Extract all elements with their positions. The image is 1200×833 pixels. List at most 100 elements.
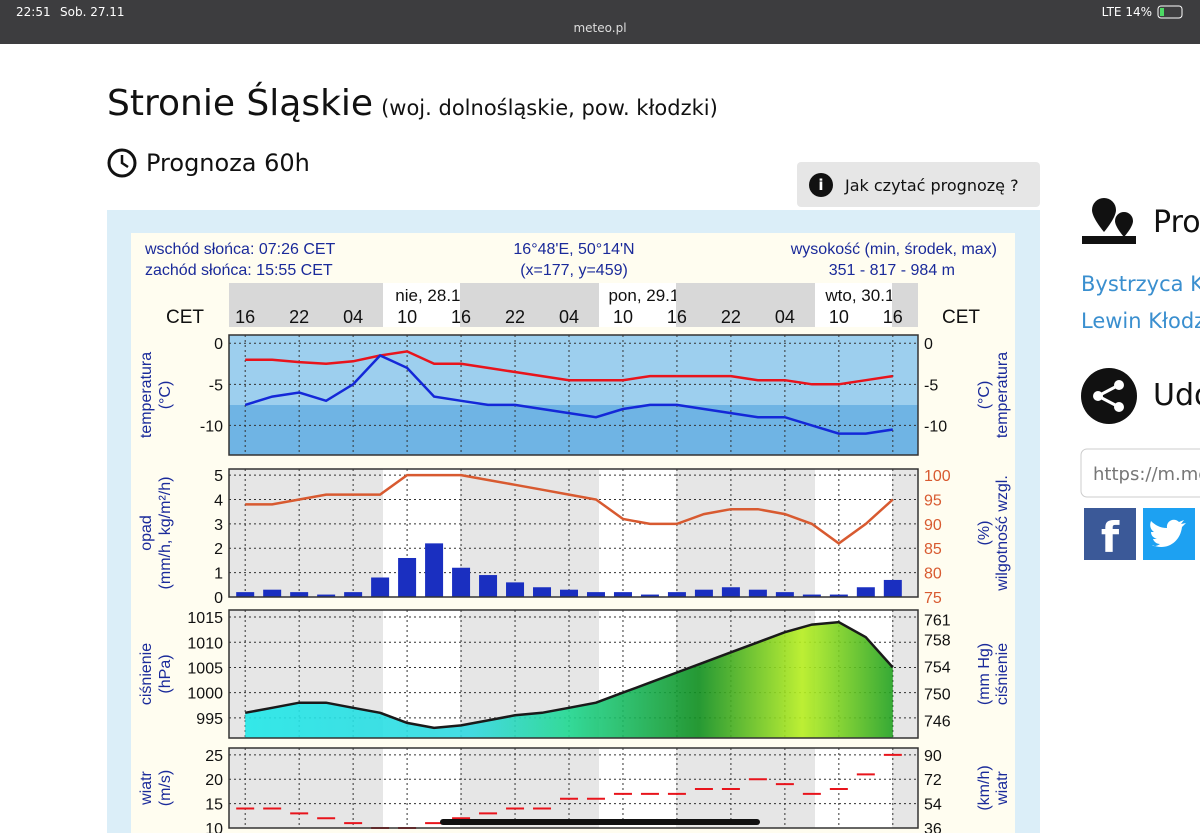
y-tick-label: 25 bbox=[205, 748, 223, 765]
y-tick-label: 995 bbox=[196, 711, 223, 728]
y2-tick-label: 72 bbox=[924, 772, 942, 789]
panel-border bbox=[228, 468, 919, 598]
precip-bar bbox=[425, 543, 444, 597]
night-shade bbox=[229, 469, 383, 597]
y-tick-label: 2 bbox=[214, 541, 223, 558]
url-field[interactable] bbox=[1080, 448, 1200, 498]
page-title: Stronie Śląskie (woj. dolnośląskie, pow. … bbox=[107, 82, 718, 124]
precip-bar bbox=[802, 594, 821, 597]
precip-bar bbox=[452, 567, 471, 597]
y-axis-label: opad bbox=[138, 515, 155, 551]
home-indicator bbox=[440, 819, 760, 825]
y2-axis-label: ciśnienie bbox=[994, 643, 1011, 705]
night-shade bbox=[892, 610, 918, 738]
meteogram-panel bbox=[229, 469, 918, 598]
x-tick-label: 04 bbox=[775, 307, 795, 327]
location-link[interactable]: Bystrzyca K bbox=[1081, 272, 1200, 296]
y2-axis-label: wilgotność wzgl. bbox=[994, 475, 1011, 592]
precip-bar bbox=[506, 582, 525, 597]
x-tick-label: 10 bbox=[397, 307, 417, 327]
y2-tick-label: 750 bbox=[924, 687, 951, 704]
status-url[interactable]: meteo.pl bbox=[573, 21, 626, 35]
url-field-text[interactable]: https://m.me bbox=[1093, 464, 1200, 485]
twitter-glyph bbox=[1150, 519, 1186, 547]
precip-bar bbox=[533, 587, 552, 597]
y2-tick-label: 80 bbox=[924, 566, 942, 583]
facebook-button[interactable] bbox=[1084, 508, 1136, 560]
meteogram-panel bbox=[229, 748, 918, 829]
panel-border bbox=[228, 334, 919, 456]
panel-lower-band bbox=[229, 405, 918, 455]
y-axis-label: wiatr bbox=[138, 770, 155, 805]
meteogram-panel bbox=[229, 610, 918, 738]
map-icon-base bbox=[1082, 236, 1136, 244]
map-icon bbox=[1092, 198, 1116, 232]
series-line bbox=[245, 473, 894, 545]
y-tick-label: 1 bbox=[214, 566, 223, 583]
y2-tick-label: 90 bbox=[924, 748, 942, 765]
battery-icon bbox=[1157, 5, 1183, 19]
y2-axis-unit: (mm Hg) bbox=[976, 643, 993, 705]
precip-bar bbox=[263, 589, 282, 597]
y2-tick-label: 36 bbox=[924, 821, 942, 833]
y-tick-label: 10 bbox=[205, 821, 223, 833]
y2-axis-unit: (%) bbox=[976, 521, 993, 546]
help-button[interactable] bbox=[797, 162, 1040, 207]
y-axis-unit: (m/s) bbox=[157, 770, 174, 806]
y2-axis-unit: (km/h) bbox=[976, 765, 993, 810]
night-band bbox=[892, 283, 918, 327]
y2-tick-label: -5 bbox=[924, 377, 938, 394]
x-tick-label: 16 bbox=[451, 307, 471, 327]
precip-bar bbox=[344, 592, 363, 597]
precip-bar bbox=[775, 592, 794, 597]
status-time: 22:51 bbox=[16, 5, 51, 19]
sidebar-heading: Pro bbox=[1153, 205, 1200, 240]
x-tick-label: 16 bbox=[667, 307, 687, 327]
series-line bbox=[245, 350, 893, 386]
precip-bar bbox=[371, 577, 390, 597]
y2-tick-label: 754 bbox=[924, 660, 951, 677]
y-tick-label: 20 bbox=[205, 772, 223, 789]
timezone-right: CET bbox=[942, 307, 980, 328]
sunrise: wschód słońca: 07:26 CET bbox=[144, 241, 336, 258]
y2-axis-label: wiatr bbox=[994, 770, 1011, 805]
series-line bbox=[244, 620, 894, 730]
y-tick-label: 1005 bbox=[187, 660, 223, 677]
precip-bar bbox=[317, 594, 336, 597]
help-label[interactable]: Jak czytać prognozę ? bbox=[844, 176, 1019, 195]
precip-bar bbox=[856, 587, 875, 597]
y-axis-unit: (hPa) bbox=[157, 654, 174, 693]
y-tick-label: -10 bbox=[200, 418, 223, 435]
night-shade bbox=[892, 469, 918, 597]
info-glyph: i bbox=[818, 176, 823, 194]
precip-bar bbox=[883, 579, 902, 597]
status-bar bbox=[0, 0, 1200, 44]
x-tick-label: 22 bbox=[721, 307, 741, 327]
y-tick-label: 1010 bbox=[187, 635, 223, 652]
night-shade bbox=[676, 469, 815, 597]
x-tick-label: 16 bbox=[235, 307, 255, 327]
y2-tick-label: 746 bbox=[924, 713, 951, 730]
info-icon bbox=[809, 173, 833, 197]
location-link[interactable]: Lewin Kłodz bbox=[1081, 309, 1200, 333]
series-line bbox=[244, 353, 893, 435]
night-shade bbox=[892, 748, 918, 828]
coordinates: 16°48'E, 50°14'N bbox=[513, 241, 634, 258]
day-label: nie, 28.11 bbox=[395, 286, 468, 305]
precip-bar bbox=[613, 592, 632, 597]
clock-icon bbox=[107, 148, 137, 178]
night-band bbox=[229, 283, 383, 327]
y2-axis-label: temperatura bbox=[994, 352, 1011, 438]
day-label: pon, 29.11 bbox=[608, 286, 687, 305]
elevation: 351 - 817 - 984 m bbox=[829, 262, 955, 279]
night-shade bbox=[460, 748, 599, 828]
precip-bar bbox=[586, 592, 605, 597]
battery-level bbox=[1160, 8, 1164, 16]
section-title: Prognoza 60h bbox=[146, 149, 310, 177]
night-band bbox=[460, 283, 599, 327]
precip-bar bbox=[479, 575, 498, 597]
y-tick-label: 1015 bbox=[187, 610, 223, 627]
y2-tick-label: 54 bbox=[924, 797, 942, 814]
